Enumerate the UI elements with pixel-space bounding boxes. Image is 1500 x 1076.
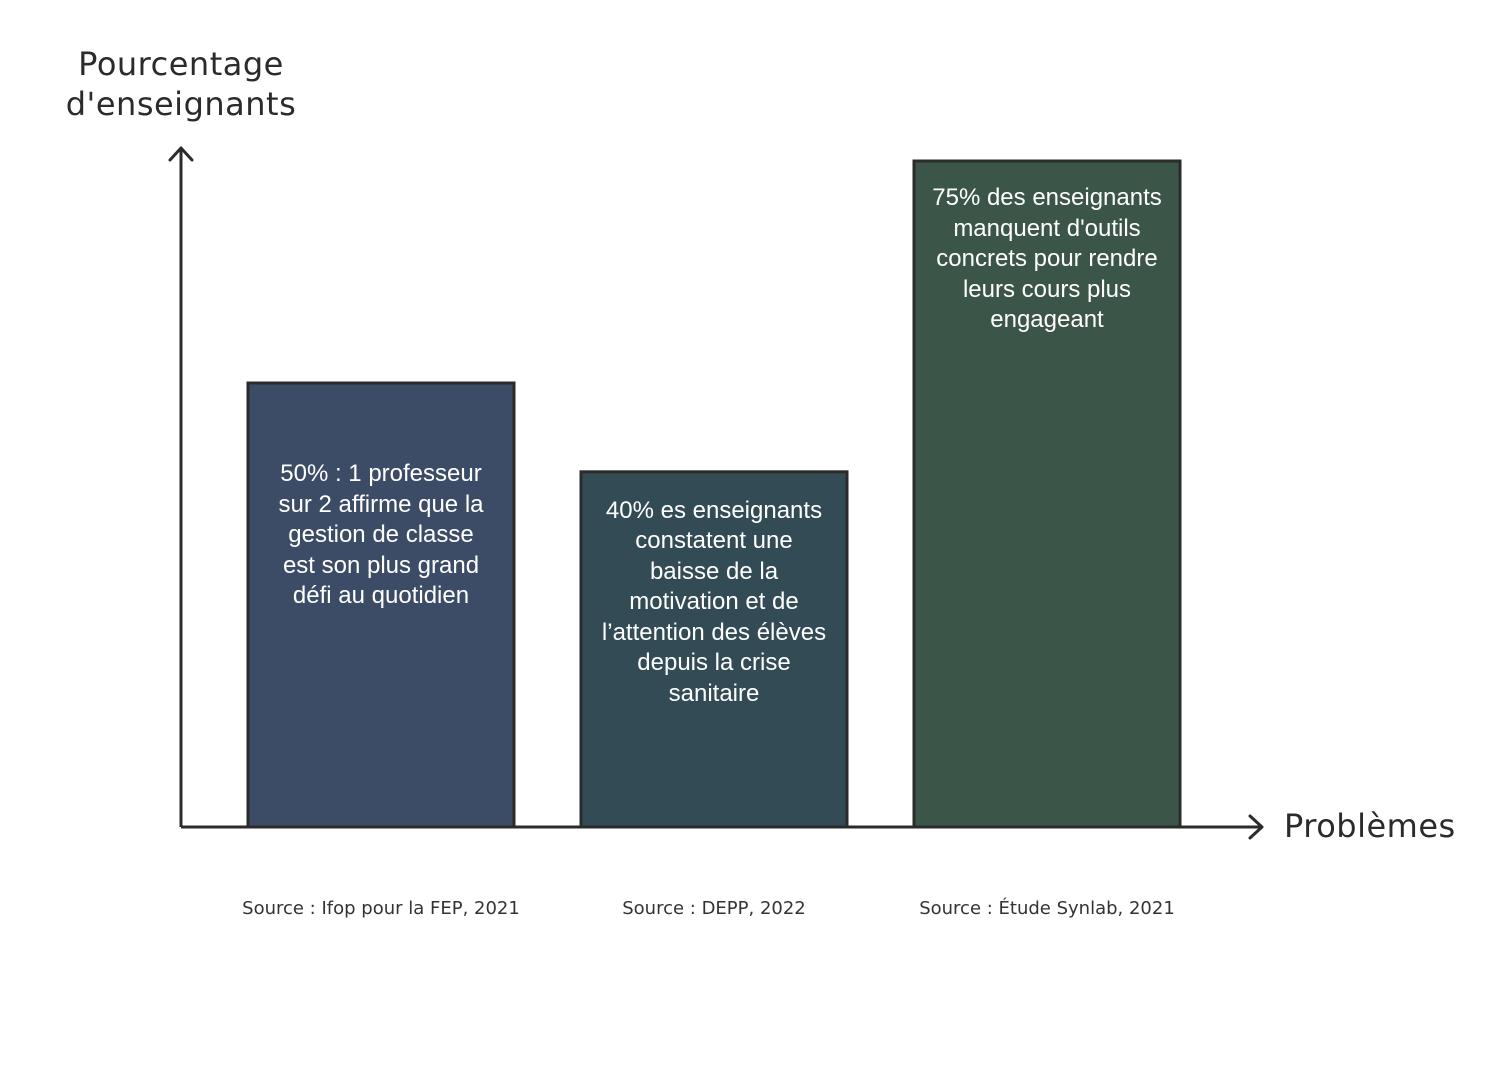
bar-label-line: est son plus grand (282, 551, 480, 579)
bar-label-line: l’attention des élèves (601, 618, 827, 646)
x-axis-label: Problèmes (1284, 807, 1456, 845)
x-axis-arrowhead (1248, 814, 1264, 840)
bar-1 (246, 381, 516, 829)
bar-label-line: défi au quotidien (292, 582, 470, 609)
bar-label-line: sanitaire (668, 679, 760, 707)
bar-label-line: manquent d'outils (953, 214, 1141, 242)
bar-label-line: leurs cours plus (962, 275, 1132, 303)
bar-3-label: 75% des enseignants manquent d'outils conc… (918, 183, 1176, 336)
bar-2 (579, 470, 849, 829)
y-axis-arrowhead (168, 146, 194, 162)
bar-label-line: baisse de la (649, 557, 779, 585)
source-2: Source : DEPP, 2022 (622, 898, 806, 919)
y-axis-label: Pourcentage d'enseignants (65, 45, 297, 123)
bar-label-line: depuis la crise (637, 649, 791, 677)
bar-label-line: constatent une (635, 527, 793, 555)
bar-label-line: 40% es enseignants (605, 496, 823, 524)
source-1: Source : Ifop pour la FEP, 2021 (242, 898, 520, 919)
bar-label-line: sur 2 affirme que la (278, 490, 484, 518)
source-3: Source : Étude Synlab, 2021 (919, 898, 1175, 919)
bar-label-line: 50% : 1 professeur (280, 460, 482, 487)
bar-1-label: 50% : 1 professeur sur 2 affirme que la ge… (252, 459, 510, 612)
bar-3 (912, 159, 1182, 829)
bar-label-line: engageant (990, 306, 1104, 333)
bar-label-line: gestion de classe (288, 521, 474, 548)
bar-label-line: concrets pour rendre (936, 245, 1158, 272)
bar-label-line: 75% des enseignants (932, 184, 1162, 211)
bar-2-label: 40% es enseignants constatent une baisse d… (585, 496, 843, 710)
bar-label-line: motivation et de (629, 588, 799, 616)
